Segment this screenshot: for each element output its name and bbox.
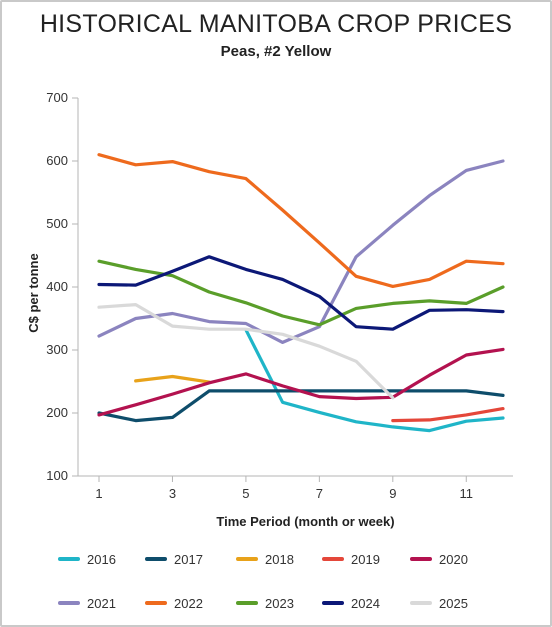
y-tick-label: 400 xyxy=(46,279,68,294)
x-tick-label: 1 xyxy=(95,486,102,501)
series-line-2025 xyxy=(97,303,395,400)
series-line-2018 xyxy=(134,374,211,384)
series-line-2024 xyxy=(97,255,505,331)
legend-label: 2025 xyxy=(439,595,468,611)
legend-swatch xyxy=(410,601,432,605)
legend-label: 2016 xyxy=(87,551,116,567)
y-tick-label: 700 xyxy=(46,90,68,105)
y-tick-label: 300 xyxy=(46,342,68,357)
legend-swatch xyxy=(58,557,80,561)
legend-swatch xyxy=(322,601,344,605)
legend-label: 2021 xyxy=(87,595,116,611)
y-tick-label: 600 xyxy=(46,153,68,168)
legend-item-2023[interactable]: 2023 xyxy=(236,594,294,612)
y-tick-label: 200 xyxy=(46,405,68,420)
series-line-2016 xyxy=(244,328,505,433)
series-line-2021 xyxy=(97,159,505,344)
x-axis-title: Time Period (month or week) xyxy=(216,514,394,529)
legend-swatch xyxy=(145,557,167,561)
chart-title: HISTORICAL MANITOBA CROP PRICES xyxy=(39,10,513,38)
legend-swatch xyxy=(410,557,432,561)
legend-swatch xyxy=(236,557,258,561)
chart-legend: 2016 2017 2018 2019 2020 2021 2022 2023 2024 2025 xyxy=(0,540,552,620)
x-tick-label: 9 xyxy=(389,486,396,501)
line-chart: 100 200 300 400 500 600 700 1 3 5 7 9 11 Time Period … xyxy=(26,90,513,529)
legend-label: 2017 xyxy=(174,551,203,567)
series-line-2020 xyxy=(97,347,505,417)
legend-item-2017[interactable]: 2017 xyxy=(145,550,203,568)
legend-swatch xyxy=(236,601,258,605)
x-tick-label: 3 xyxy=(169,486,176,501)
legend-label: 2022 xyxy=(174,595,203,611)
legend-label: 2019 xyxy=(351,551,380,567)
y-axis-title: C$ per tonne xyxy=(26,253,41,332)
series-line-2019 xyxy=(391,407,505,423)
legend-item-2016[interactable]: 2016 xyxy=(58,550,116,568)
legend-swatch xyxy=(145,601,167,605)
legend-swatch xyxy=(58,601,80,605)
legend-item-2020[interactable]: 2020 xyxy=(410,550,468,568)
legend-label: 2024 xyxy=(351,595,380,611)
legend-item-2021[interactable]: 2021 xyxy=(58,594,116,612)
legend-swatch xyxy=(322,557,344,561)
y-tick-label: 500 xyxy=(46,216,68,231)
legend-label: 2023 xyxy=(265,595,294,611)
series-line-2022 xyxy=(97,153,505,288)
legend-item-2022[interactable]: 2022 xyxy=(145,594,203,612)
legend-item-2025[interactable]: 2025 xyxy=(410,594,468,612)
x-tick-label: 11 xyxy=(460,486,474,501)
legend-item-2018[interactable]: 2018 xyxy=(236,550,294,568)
x-tick-label: 5 xyxy=(242,486,249,501)
y-tick-label: 100 xyxy=(46,468,68,483)
x-tick-label: 7 xyxy=(316,486,323,501)
legend-label: 2020 xyxy=(439,551,468,567)
legend-item-2024[interactable]: 2024 xyxy=(322,594,380,612)
legend-item-2019[interactable]: 2019 xyxy=(322,550,380,568)
legend-label: 2018 xyxy=(265,551,294,567)
chart-subtitle: Peas, #2 Yellow xyxy=(220,43,332,60)
